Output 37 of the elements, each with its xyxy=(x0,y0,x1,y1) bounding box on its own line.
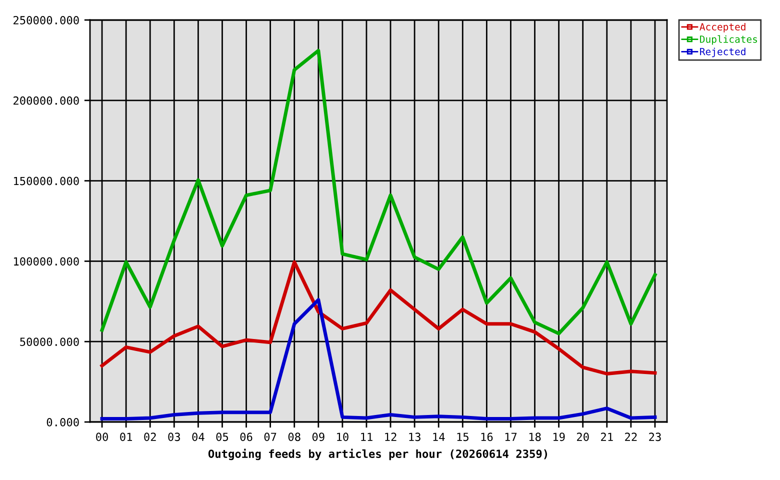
x-tick-label: 07 xyxy=(264,432,276,442)
x-tick-label: 17 xyxy=(505,432,517,441)
y-tick-label: 0.000 xyxy=(46,418,79,426)
x-tick-label: 00 xyxy=(96,432,108,442)
line-series xyxy=(100,298,657,421)
y-tick-label: 100000.000 xyxy=(14,257,79,266)
x-tick-label: 15 xyxy=(457,432,468,442)
x-tick-label: 12 xyxy=(385,432,396,441)
x-axis-title: Outgoing feeds by articles per hour (20260614 2359) xyxy=(208,448,548,460)
x-tick-label: 06 xyxy=(240,432,252,442)
x-tick-label: 16 xyxy=(481,432,493,442)
line-series xyxy=(100,48,657,336)
x-tick-label: 19 xyxy=(553,432,565,442)
x-tick-label: 20 xyxy=(576,432,589,442)
x-tick-label: 01 xyxy=(120,432,132,442)
x-tick-label: 08 xyxy=(288,432,300,442)
x-tick-label: 04 xyxy=(192,432,204,442)
x-tick-label: 09 xyxy=(312,432,324,442)
x-tick-label: 14 xyxy=(433,432,445,441)
x-tick-label: 02 xyxy=(144,432,156,442)
y-tick-label: 50000.000 xyxy=(20,338,79,346)
x-tick-label: 10 xyxy=(337,432,348,442)
y-tick-label: 200000.000 xyxy=(14,96,79,105)
legend-label: Rejected xyxy=(700,48,746,58)
x-tick-label: 05 xyxy=(216,432,228,442)
x-tick-label: 22 xyxy=(625,432,637,441)
x-tick-label: 03 xyxy=(168,432,180,442)
x-tick-label: 11 xyxy=(361,432,372,441)
line-series xyxy=(100,260,657,376)
legend-label: Accepted xyxy=(700,22,746,32)
y-tick-label: 250000.000 xyxy=(14,16,79,24)
x-tick-label: 18 xyxy=(529,432,541,442)
x-tick-label: 21 xyxy=(601,432,613,441)
x-tick-label: 23 xyxy=(649,432,661,442)
x-tick-label: 13 xyxy=(409,432,420,442)
y-tick-label: 150000.000 xyxy=(14,176,79,186)
legend-label: Duplicates xyxy=(700,35,757,45)
